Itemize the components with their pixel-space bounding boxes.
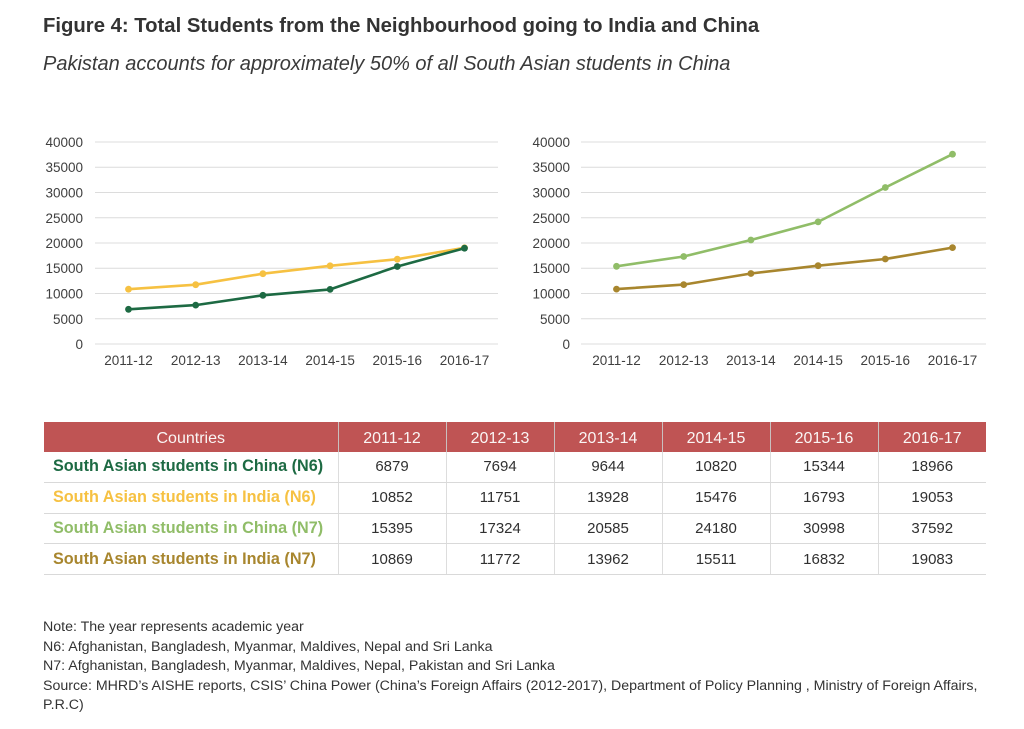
svg-text:5000: 5000 [540, 312, 570, 327]
svg-text:35000: 35000 [532, 160, 570, 175]
svg-text:2016-17: 2016-17 [440, 353, 490, 368]
svg-text:2013-14: 2013-14 [726, 353, 776, 368]
svg-text:0: 0 [562, 337, 570, 352]
svg-text:2011-12: 2011-12 [104, 353, 153, 368]
svg-text:2014-15: 2014-15 [305, 353, 355, 368]
svg-text:2014-15: 2014-15 [793, 353, 843, 368]
svg-text:10000: 10000 [45, 287, 83, 302]
svg-text:2012-13: 2012-13 [171, 353, 221, 368]
svg-text:40000: 40000 [532, 135, 570, 150]
svg-text:25000: 25000 [532, 211, 570, 226]
svg-text:2011-12: 2011-12 [592, 353, 641, 368]
svg-text:2015-16: 2015-16 [861, 353, 911, 368]
svg-text:20000: 20000 [532, 236, 570, 251]
svg-text:30000: 30000 [45, 186, 83, 201]
svg-text:15000: 15000 [45, 261, 83, 276]
svg-text:2016-17: 2016-17 [928, 353, 978, 368]
svg-text:15000: 15000 [532, 261, 570, 276]
svg-text:2015-16: 2015-16 [373, 353, 423, 368]
svg-text:5000: 5000 [53, 312, 83, 327]
svg-text:30000: 30000 [532, 186, 570, 201]
svg-text:20000: 20000 [45, 236, 83, 251]
svg-text:0: 0 [75, 337, 83, 352]
svg-text:35000: 35000 [45, 160, 83, 175]
svg-text:40000: 40000 [45, 135, 83, 150]
svg-text:2012-13: 2012-13 [659, 353, 709, 368]
svg-text:25000: 25000 [45, 211, 83, 226]
svg-text:2013-14: 2013-14 [238, 353, 288, 368]
svg-text:10000: 10000 [532, 287, 570, 302]
